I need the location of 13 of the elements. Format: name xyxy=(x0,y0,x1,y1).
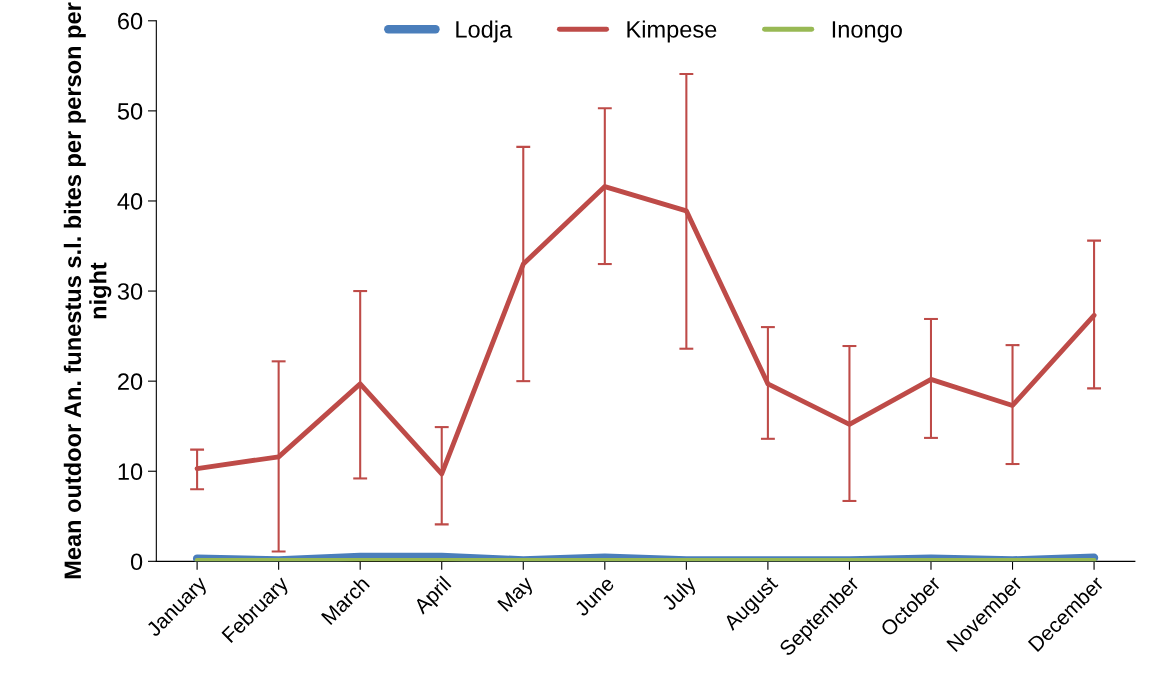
y-tick-label: 30 xyxy=(117,283,143,300)
legend-label: Inongo xyxy=(832,21,902,43)
x-tick-label: May xyxy=(497,575,537,615)
legend-label: Kimpese xyxy=(627,20,717,43)
y-tick-label: 60 xyxy=(118,12,143,30)
legend-label: Lodja xyxy=(456,20,513,43)
y-tick-label: 40 xyxy=(117,193,143,210)
y-tick-label: 10 xyxy=(118,463,143,481)
y-axis-title: Mean outdoor An. funestus s.l. bites per person per night xyxy=(63,2,112,579)
y-tick-label: 20 xyxy=(118,373,143,390)
y-tick-label: 50 xyxy=(117,102,143,120)
y-tick-label: 0 xyxy=(130,553,143,571)
x-tick-label: July xyxy=(660,574,701,615)
